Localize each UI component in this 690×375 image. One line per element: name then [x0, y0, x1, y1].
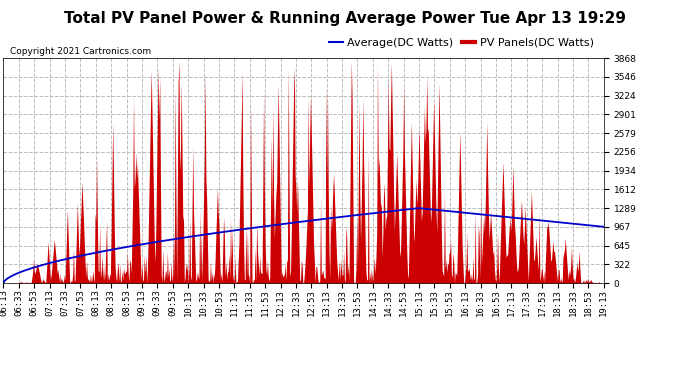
Text: Total PV Panel Power & Running Average Power Tue Apr 13 19:29: Total PV Panel Power & Running Average P…	[64, 11, 626, 26]
Text: Copyright 2021 Cartronics.com: Copyright 2021 Cartronics.com	[10, 47, 152, 56]
Legend: Average(DC Watts), PV Panels(DC Watts): Average(DC Watts), PV Panels(DC Watts)	[325, 33, 598, 52]
